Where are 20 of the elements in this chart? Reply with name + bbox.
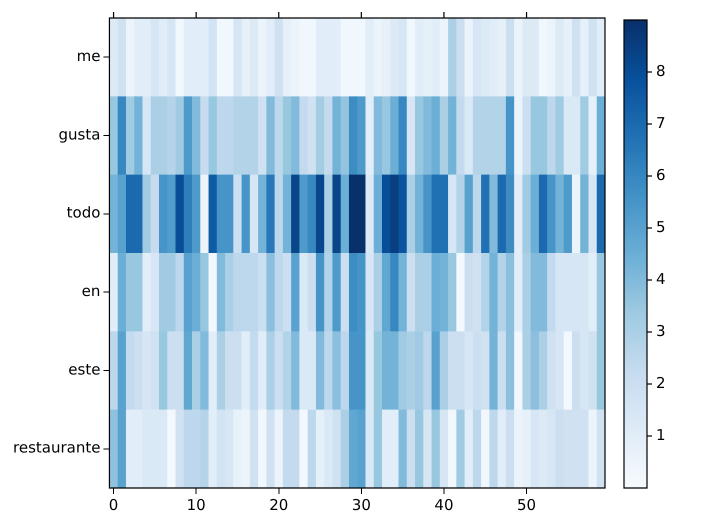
color-bar-label: 5	[656, 218, 666, 236]
color-bar-label: 1	[656, 426, 666, 444]
y-tick-label: me	[76, 47, 100, 66]
color-bar-label: 7	[656, 114, 666, 132]
color-bar-label: 2	[656, 374, 666, 392]
y-tick-label: gusta	[58, 125, 100, 144]
y-tick-label: restaurante	[13, 438, 100, 457]
color-bar-label: 3	[656, 322, 666, 340]
color-bar-label: 6	[656, 166, 666, 184]
y-tick-label: en	[82, 282, 100, 300]
y-tick-label: todo	[66, 204, 100, 222]
x-tick-label: 10	[186, 496, 206, 514]
y-tick-label: este	[68, 360, 100, 378]
x-tick-label: 20	[269, 496, 288, 514]
x-tick-label: 40	[434, 496, 454, 514]
color-bar-label: 4	[656, 270, 666, 288]
x-tick-label: 30	[352, 496, 371, 514]
x-tick-label: 50	[516, 496, 536, 514]
x-tick-label: 0	[108, 496, 118, 514]
color-bar-label: 8	[656, 62, 666, 80]
